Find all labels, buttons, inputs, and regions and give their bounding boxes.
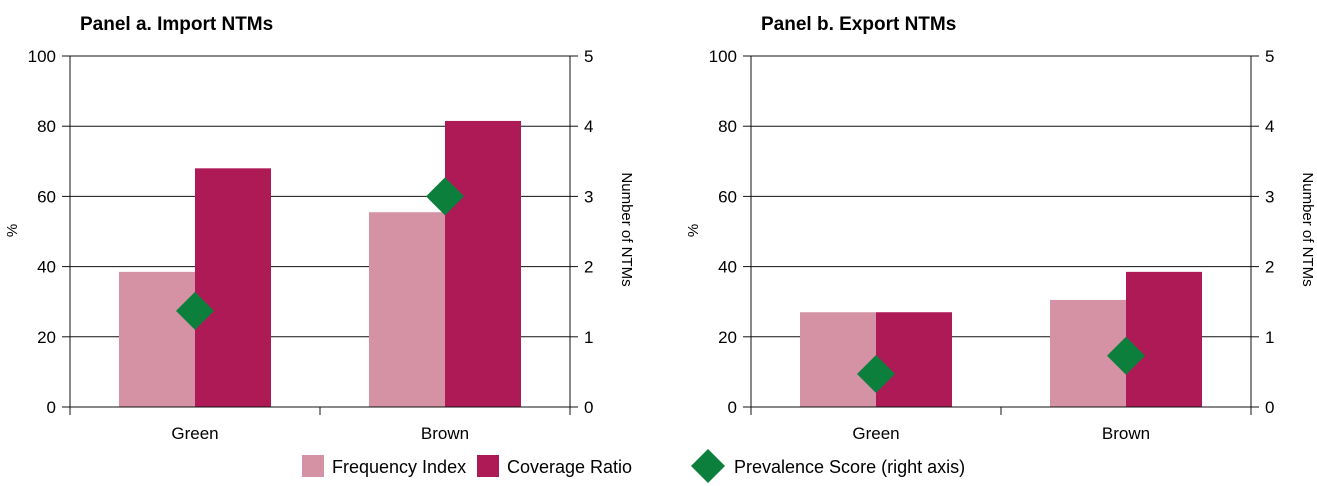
x-tick-label: Brown: [421, 424, 469, 443]
bar-frequency-index: [119, 271, 195, 407]
panel-title: Panel b. Export NTMs: [761, 14, 956, 35]
y2-tick-label: 1: [1265, 328, 1274, 347]
legend-label: Coverage Ratio: [507, 457, 632, 477]
panel-title: Panel a. Import NTMs: [80, 14, 273, 35]
y-tick-label: 20: [718, 328, 737, 347]
panel-a: Panel a. Import NTMs 0 0 20 1 40 2 60 3 80 4 100 5 Gr…: [4, 14, 635, 443]
legend-swatch: [477, 455, 499, 477]
y-tick-label: 40: [718, 258, 737, 277]
x-tick-label: Green: [852, 424, 899, 443]
y-axis-label: %: [4, 224, 21, 237]
point-prevalence-score: [1107, 336, 1145, 375]
point-prevalence-score: [857, 355, 895, 394]
point-prevalence-score: [176, 291, 214, 330]
legend: Frequency Index Coverage Ratio Prevalence …: [302, 449, 965, 483]
y-tick-label: 60: [37, 187, 56, 206]
legend-label: Frequency Index: [332, 457, 466, 477]
y2-tick-label: 5: [584, 47, 593, 66]
panel-b: Panel b. Export NTMs 0 0 20 1 40 2 60 3 80 4 100 5 Gr…: [685, 14, 1316, 443]
y-tick-label: 100: [709, 47, 737, 66]
y2-tick-label: 3: [1265, 187, 1274, 206]
y-tick-label: 0: [728, 398, 737, 417]
y-axis-label: %: [685, 224, 702, 237]
legend-label: Prevalence Score (right axis): [734, 457, 965, 477]
y2-tick-label: 0: [584, 398, 593, 417]
y2-tick-label: 5: [1265, 47, 1274, 66]
bar-coverage-ratio: [1126, 271, 1202, 407]
y2-tick-label: 3: [584, 187, 593, 206]
y2-tick-label: 0: [1265, 398, 1274, 417]
legend-swatch: [302, 455, 324, 477]
bar-coverage-ratio: [195, 168, 271, 407]
y-tick-label: 80: [718, 117, 737, 136]
y-tick-label: 0: [47, 398, 56, 417]
point-prevalence-score: [426, 177, 464, 216]
y-tick-label: 100: [28, 47, 56, 66]
y2-axis-label: Number of NTMs: [1299, 172, 1316, 286]
y2-tick-label: 2: [584, 258, 593, 277]
y-tick-label: 20: [37, 328, 56, 347]
y2-tick-label: 1: [584, 328, 593, 347]
bar-coverage-ratio: [876, 312, 952, 407]
y-tick-label: 60: [718, 187, 737, 206]
y-tick-label: 80: [37, 117, 56, 136]
y-tick-label: 40: [37, 258, 56, 277]
legend-swatch-diamond: [691, 449, 725, 483]
bar-coverage-ratio: [445, 120, 521, 407]
x-tick-label: Green: [171, 424, 218, 443]
bar-frequency-index: [369, 212, 445, 407]
y2-tick-label: 4: [1265, 117, 1274, 136]
y2-tick-label: 2: [1265, 258, 1274, 277]
bar-frequency-index: [800, 312, 876, 407]
y2-axis-label: Number of NTMs: [618, 172, 635, 286]
x-tick-label: Brown: [1102, 424, 1150, 443]
y2-tick-label: 4: [584, 117, 593, 136]
